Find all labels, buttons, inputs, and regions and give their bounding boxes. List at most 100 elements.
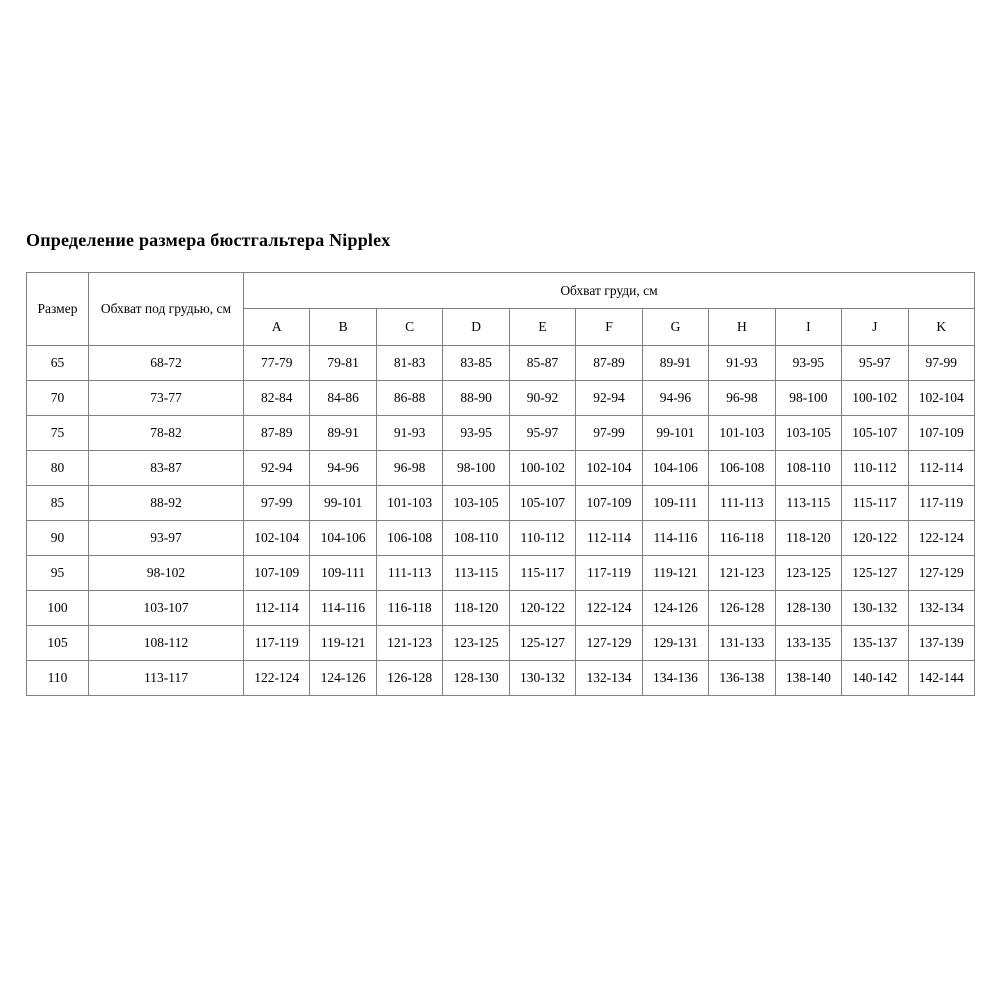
cup-cell-i: 118-120 [774,520,843,556]
cup-cell-h: 136-138 [708,660,776,696]
cup-cell-d: 123-125 [442,625,510,661]
cup-cell-k: 107-109 [907,415,976,451]
underbust-cell: 73-77 [88,380,244,416]
cup-cell-f: 107-109 [575,485,643,521]
cup-cell-h: 106-108 [708,450,776,486]
cup-cell-f: 132-134 [575,660,643,696]
cup-cell-c: 86-88 [375,380,444,416]
cup-cell-f: 127-129 [575,625,643,661]
cup-cell-i: 93-95 [774,345,843,381]
cup-cell-i: 113-115 [774,485,843,521]
cup-cell-b: 104-106 [309,520,377,556]
table-head: Размер Обхват под грудью, см Обхват груд… [26,272,976,346]
cup-header-j: J [841,308,909,346]
underbust-cell: 68-72 [88,345,244,381]
cup-cell-j: 110-112 [841,450,909,486]
underbust-cell: 78-82 [88,415,244,451]
cup-cell-g: 99-101 [641,415,710,451]
underbust-column-header: Обхват под грудью, см [88,272,244,346]
cup-cell-d: 88-90 [442,380,510,416]
cup-cell-a: 92-94 [242,450,311,486]
underbust-cell: 88-92 [88,485,244,521]
cup-header-k: K [907,308,976,346]
cup-cell-g: 134-136 [641,660,710,696]
header-row-top: Размер Обхват под грудью, см Обхват груд… [26,272,975,346]
bust-group-header: Обхват груди, см [243,272,975,309]
cup-cell-d: 118-120 [442,590,510,626]
size-cell: 90 [26,520,89,556]
cup-cell-f: 112-114 [575,520,643,556]
cup-cell-a: 107-109 [242,555,311,591]
cup-cell-h: 91-93 [708,345,776,381]
cup-cell-e: 90-92 [508,380,577,416]
cup-cell-i: 138-140 [774,660,843,696]
cup-cell-d: 103-105 [442,485,510,521]
cup-cell-a: 77-79 [242,345,311,381]
table-row: 65 68-72 77-79 79-81 81-83 83-85 85-87 87-89 89-… [26,345,976,381]
cup-header-c: C [375,308,444,346]
cup-cell-e: 120-122 [508,590,577,626]
size-cell: 70 [26,380,89,416]
underbust-cell: 108-112 [88,625,244,661]
cup-cell-h: 101-103 [708,415,776,451]
cup-cell-b: 94-96 [309,450,377,486]
cup-cell-g: 109-111 [641,485,710,521]
size-cell: 80 [26,450,89,486]
cup-cell-e: 115-117 [508,555,577,591]
cup-cell-c: 116-118 [375,590,444,626]
cup-cell-c: 96-98 [375,450,444,486]
cup-header-f: F [575,308,643,346]
cup-cell-d: 128-130 [442,660,510,696]
cup-header-i: I [774,308,843,346]
cup-cell-a: 117-119 [242,625,311,661]
cup-cell-i: 108-110 [774,450,843,486]
cup-cell-k: 142-144 [907,660,976,696]
cup-cell-e: 100-102 [508,450,577,486]
size-column-header: Размер [26,272,89,346]
cup-cell-e: 125-127 [508,625,577,661]
size-cell: 75 [26,415,89,451]
cup-cell-i: 123-125 [774,555,843,591]
cup-cell-b: 114-116 [309,590,377,626]
table-row: 110 113-117 122-124 124-126 126-128 128-130 13… [26,660,976,696]
cup-cell-h: 126-128 [708,590,776,626]
cup-header-h: H [708,308,776,346]
cup-cell-a: 82-84 [242,380,311,416]
table-row: 75 78-82 87-89 89-91 91-93 93-95 95-97 97-99 99-… [26,415,976,451]
cup-cell-k: 117-119 [907,485,976,521]
table-row: 90 93-97 102-104 104-106 106-108 108-110 110-1… [26,520,976,556]
cup-cell-g: 89-91 [641,345,710,381]
cup-cell-e: 130-132 [508,660,577,696]
cup-cell-g: 94-96 [641,380,710,416]
underbust-cell: 98-102 [88,555,244,591]
cup-cell-j: 105-107 [841,415,909,451]
cup-cell-h: 116-118 [708,520,776,556]
page-title: Определение размера бюстгальтера Nipplex [26,230,391,250]
cup-cell-e: 105-107 [508,485,577,521]
cup-cell-j: 130-132 [841,590,909,626]
underbust-cell: 103-107 [88,590,244,626]
cup-cell-b: 99-101 [309,485,377,521]
cup-cell-j: 95-97 [841,345,909,381]
cup-cell-h: 131-133 [708,625,776,661]
cup-cell-e: 110-112 [508,520,577,556]
cup-cell-k: 102-104 [907,380,976,416]
cup-header-g: G [641,308,710,346]
cup-cell-f: 92-94 [575,380,643,416]
cup-cell-b: 79-81 [309,345,377,381]
cup-cell-f: 102-104 [575,450,643,486]
table-row: 95 98-102 107-109 109-111 111-113 113-115 115-… [26,555,976,591]
size-cell: 85 [26,485,89,521]
cup-cell-a: 112-114 [242,590,311,626]
cup-cell-a: 97-99 [242,485,311,521]
cup-cell-d: 108-110 [442,520,510,556]
cup-cell-k: 127-129 [907,555,976,591]
cup-cell-g: 129-131 [641,625,710,661]
cup-header-b: B [309,308,377,346]
underbust-cell: 83-87 [88,450,244,486]
size-cell: 65 [26,345,89,381]
cup-cell-f: 117-119 [575,555,643,591]
cup-cell-j: 125-127 [841,555,909,591]
